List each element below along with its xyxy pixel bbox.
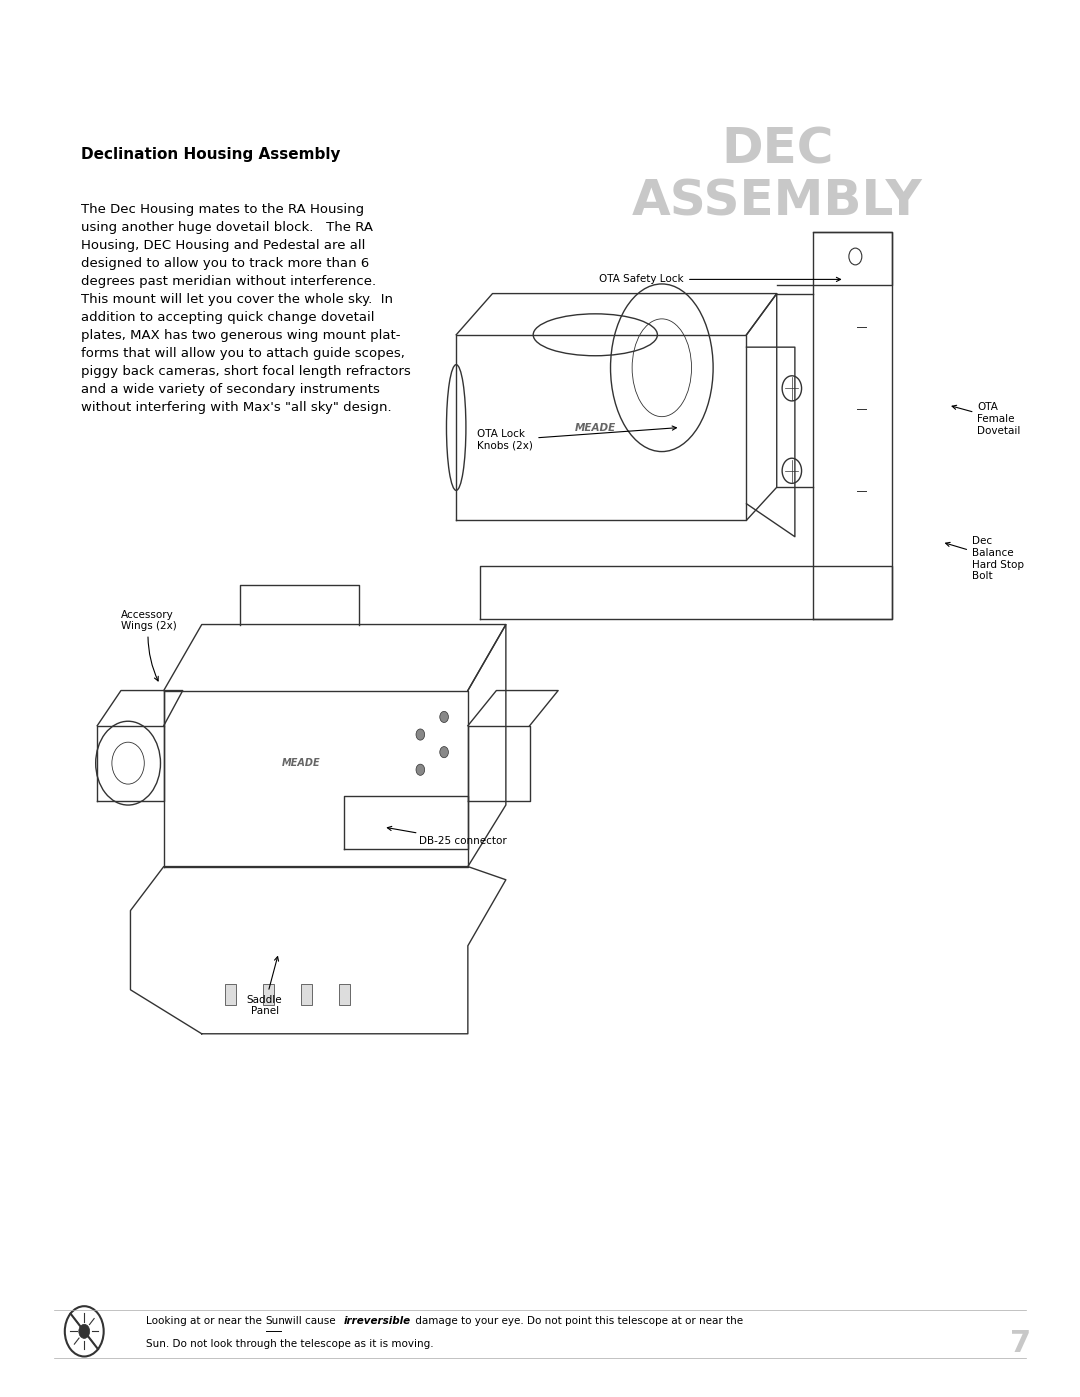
Text: Declination Housing Assembly: Declination Housing Assembly — [81, 147, 340, 162]
Bar — [339, 985, 350, 1006]
Text: Accessory
Wings (2x): Accessory Wings (2x) — [121, 610, 177, 680]
Circle shape — [849, 249, 862, 265]
Bar — [225, 985, 235, 1006]
Circle shape — [440, 746, 448, 757]
Text: OTA
Female
Dovetail: OTA Female Dovetail — [953, 402, 1021, 436]
Text: DB-25 connector: DB-25 connector — [388, 827, 507, 847]
Circle shape — [79, 1324, 90, 1338]
Circle shape — [440, 711, 448, 722]
Text: 7: 7 — [1010, 1330, 1031, 1358]
Circle shape — [782, 376, 801, 401]
Text: Sun: Sun — [266, 1316, 285, 1326]
Text: DEC
ASSEMBLY: DEC ASSEMBLY — [632, 126, 923, 225]
Bar — [301, 985, 312, 1006]
Text: The Dec Housing mates to the RA Housing
using another huge dovetail block.   The: The Dec Housing mates to the RA Housing … — [81, 203, 410, 414]
Text: Looking at or near the: Looking at or near the — [146, 1316, 265, 1326]
Text: irreversible: irreversible — [343, 1316, 410, 1326]
Text: MEADE: MEADE — [282, 759, 321, 768]
Circle shape — [416, 764, 424, 775]
Bar — [262, 985, 273, 1006]
Text: OTA Safety Lock: OTA Safety Lock — [599, 274, 840, 285]
Text: damage to your eye. Do not point this telescope at or near the: damage to your eye. Do not point this te… — [413, 1316, 744, 1326]
Circle shape — [782, 458, 801, 483]
Text: Saddle
Panel: Saddle Panel — [247, 957, 282, 1016]
Text: Sun. Do not look through the telescope as it is moving.: Sun. Do not look through the telescope a… — [146, 1338, 433, 1350]
Text: OTA Lock
Knobs (2x): OTA Lock Knobs (2x) — [477, 426, 676, 451]
Text: Dec
Balance
Hard Stop
Bolt: Dec Balance Hard Stop Bolt — [946, 536, 1024, 581]
Circle shape — [416, 729, 424, 740]
Text: will cause: will cause — [281, 1316, 339, 1326]
Text: MEADE: MEADE — [575, 422, 616, 433]
